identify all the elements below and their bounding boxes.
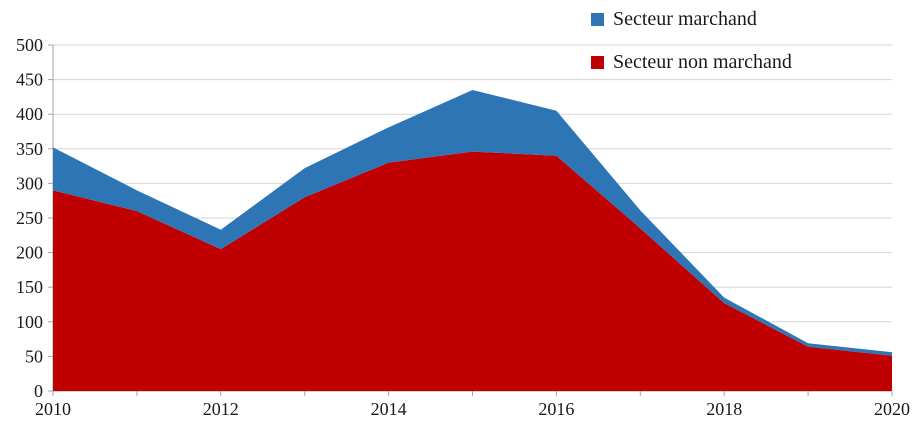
y-tick-label: 450	[16, 70, 43, 90]
legend-item-secteur-non-marchand: Secteur non marchand	[591, 49, 792, 75]
legend-swatch-red-icon	[591, 55, 604, 69]
area-secteur-non-marchand	[53, 151, 892, 391]
y-tick-label: 500	[16, 35, 43, 55]
y-tick-label: 150	[16, 277, 43, 297]
y-tick-label: 0	[34, 381, 43, 401]
x-tick-label: 2016	[538, 399, 574, 419]
y-tick-label: 200	[16, 243, 43, 263]
legend: Secteur marchand Secteur non marchand	[591, 6, 792, 75]
y-tick-label: 100	[16, 312, 43, 332]
legend-label-secteur-marchand: Secteur marchand	[613, 7, 757, 30]
area-secteur-marchand	[53, 89, 892, 356]
y-tick-label: 250	[16, 208, 43, 228]
x-tick-label: 2014	[371, 399, 407, 419]
y-tick-label: 400	[16, 104, 43, 124]
y-tick-label: 350	[16, 139, 43, 159]
x-tick-label: 2012	[203, 399, 239, 419]
y-tick-label: 50	[25, 346, 43, 366]
x-tick-label: 2020	[874, 399, 910, 419]
x-tick-label: 2010	[35, 399, 71, 419]
legend-item-secteur-marchand: Secteur marchand	[591, 6, 792, 32]
legend-swatch-blue-icon	[591, 12, 604, 26]
x-tick-label: 2018	[706, 399, 742, 419]
y-tick-label: 300	[16, 173, 43, 193]
legend-label-secteur-non-marchand: Secteur non marchand	[613, 50, 792, 73]
